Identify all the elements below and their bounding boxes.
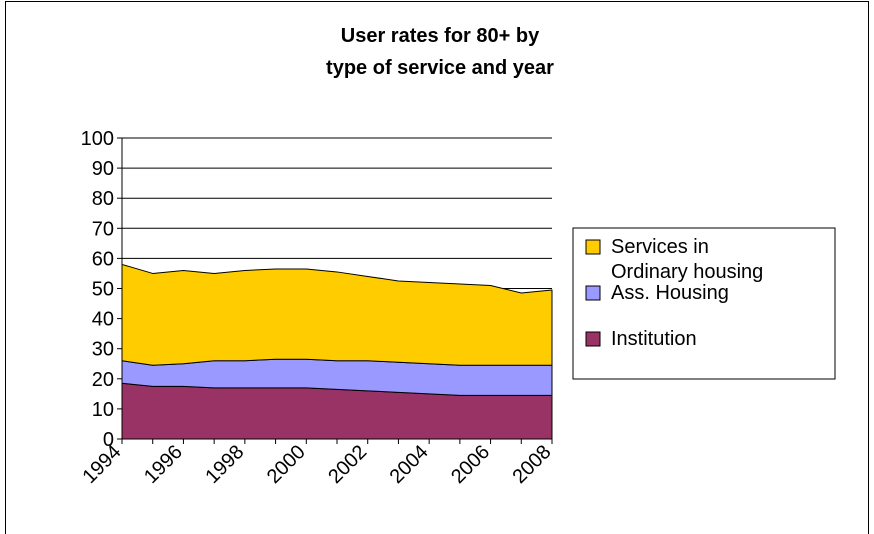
y-tick-label-1: 10 — [92, 399, 114, 421]
x-tick-label-5: 2004 — [386, 441, 433, 488]
legend-swatch-0 — [585, 239, 601, 255]
area-series-2 — [121, 263, 553, 366]
legend-label-1-line-0: Ass. Housing — [611, 282, 729, 304]
y-tick-label-6: 60 — [92, 248, 114, 270]
chart-title-line-1: User rates for 80+ by — [341, 25, 540, 47]
x-tick-label-0: 1994 — [79, 441, 126, 488]
x-tick-label-4: 2002 — [324, 441, 371, 488]
x-axis-tick-labels: 1994 1996 1998 2000 2002 2004 2006 2008 — [79, 441, 556, 488]
y-tick-label-0: 0 — [103, 429, 114, 451]
legend-label-0-line-1: Ordinary housing — [611, 261, 763, 283]
y-tick-label-10: 100 — [81, 128, 114, 150]
x-tick-label-6: 2006 — [447, 441, 494, 488]
y-tick-label-5: 50 — [92, 279, 114, 301]
y-tick-label-3: 30 — [92, 339, 114, 361]
chart-frame — [5, 1, 869, 534]
x-tick-label-3: 2000 — [263, 441, 310, 488]
x-tick-label-1: 1996 — [140, 441, 187, 488]
y-tick-label-9: 90 — [92, 158, 114, 180]
legend-box — [572, 227, 836, 380]
legend-swatch-1 — [585, 285, 601, 301]
y-tick-label-8: 80 — [92, 188, 114, 210]
legend-swatch-2 — [585, 331, 601, 347]
y-axis-tick-labels: 0 10 20 30 40 50 60 70 80 90 100 — [81, 128, 114, 451]
legend-label-0-line-0: Services in — [611, 236, 709, 258]
y-tick-label-7: 70 — [92, 218, 114, 240]
legend-label-2-line-0: Institution — [611, 328, 697, 350]
x-tick-label-7: 2008 — [509, 441, 556, 488]
chart-title-line-2: type of service and year — [326, 57, 554, 79]
axes — [117, 137, 553, 444]
y-tick-label-4: 40 — [92, 309, 114, 331]
y-tick-label-2: 20 — [92, 369, 114, 391]
chart-title: User rates for 80+ by type of service an… — [326, 25, 554, 79]
x-tick-label-2: 1998 — [201, 441, 248, 488]
stacked-areas — [121, 263, 553, 440]
